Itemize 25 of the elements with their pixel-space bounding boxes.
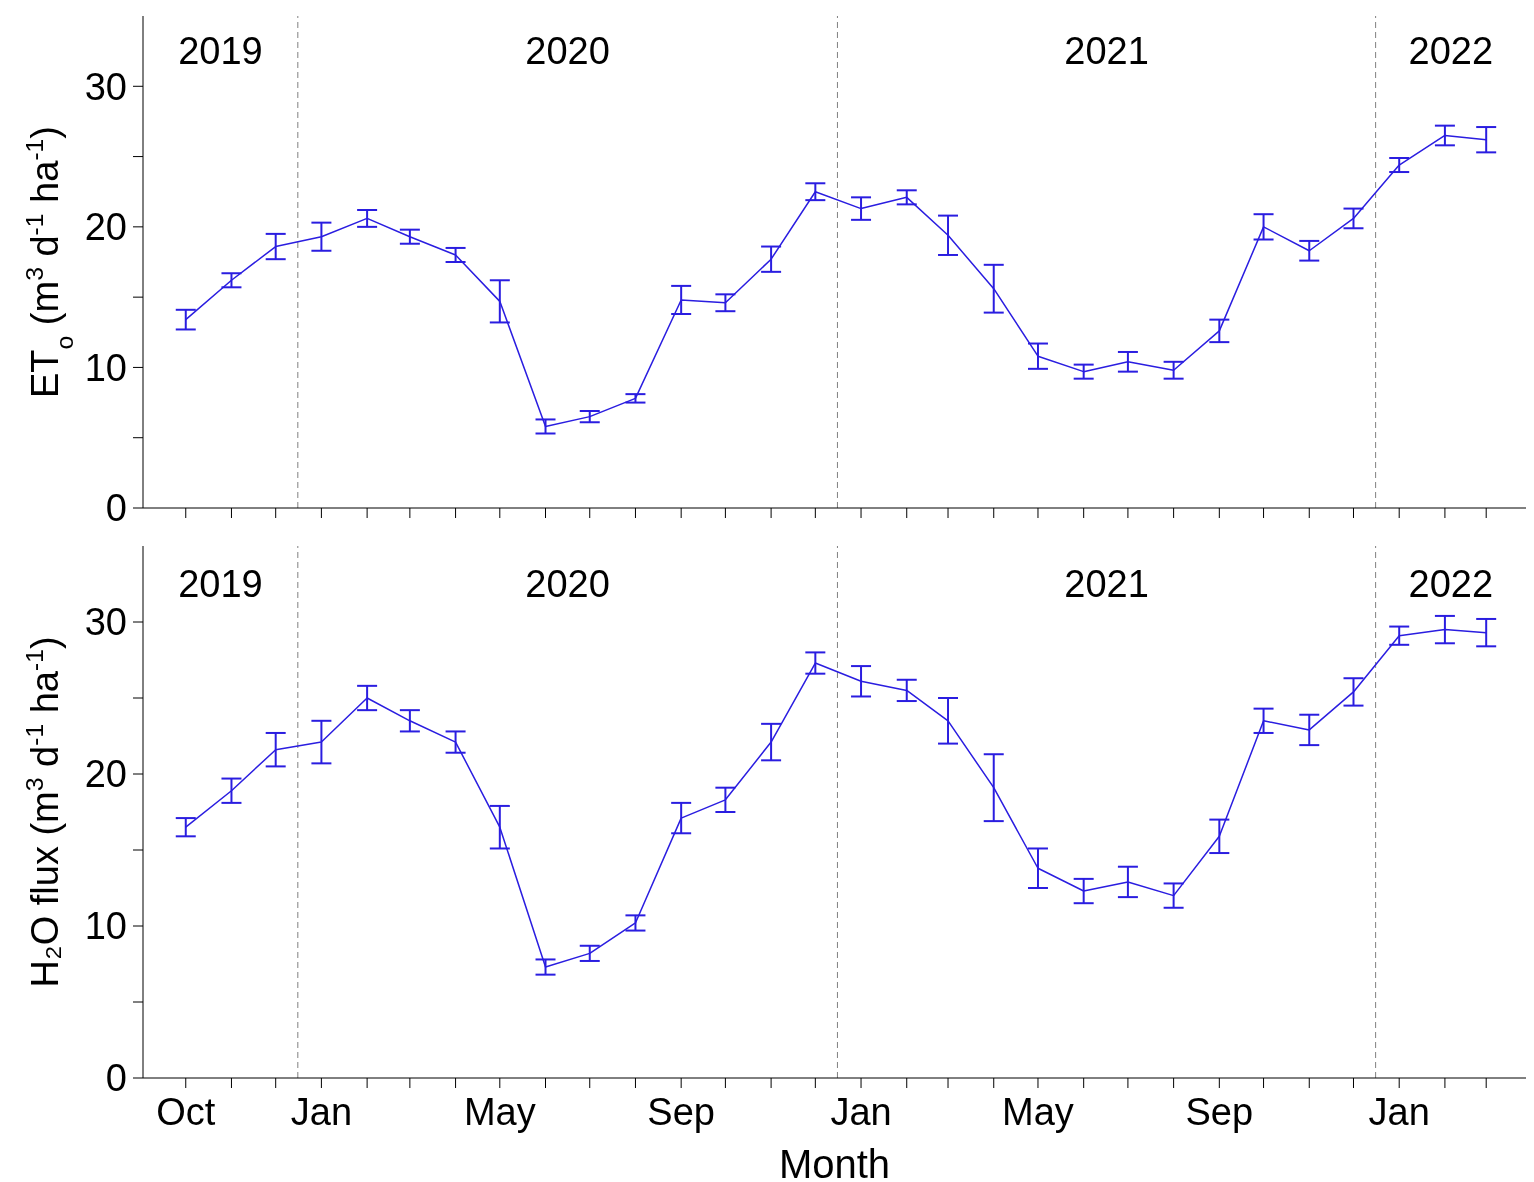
y-tick-label: 0 <box>105 1057 127 1100</box>
y-tick-label: 20 <box>84 753 127 796</box>
annotation: 2019 <box>178 29 263 72</box>
x-tick-label: Sep <box>647 1090 715 1133</box>
x-axis-title: Month <box>778 1142 891 1182</box>
annotation: 2019 <box>178 562 263 605</box>
x-tick-label: Sep <box>1185 1090 1254 1133</box>
y-tick-label: 10 <box>84 346 127 389</box>
x-tick-label: Oct <box>156 1090 216 1133</box>
annotation: 2020 <box>525 562 610 605</box>
annotation: 2021 <box>1064 29 1149 72</box>
x-tick-label: Jan <box>1368 1090 1430 1133</box>
annotation: 2021 <box>1064 562 1149 605</box>
y-tick-label: 20 <box>84 206 127 249</box>
x-tick-label: May <box>1002 1090 1074 1133</box>
x-tick-label: May <box>463 1090 536 1133</box>
x-tick-label: Jan <box>830 1090 892 1133</box>
y-tick-label: 0 <box>105 487 127 530</box>
x-tick-label: Jan <box>290 1090 353 1133</box>
annotation: 2020 <box>525 29 610 72</box>
annotation: 2022 <box>1408 562 1494 605</box>
y-tick-label: 10 <box>84 905 127 948</box>
y-tick-label: 30 <box>84 65 127 108</box>
y-tick-label: 30 <box>84 601 127 644</box>
annotation: 2022 <box>1408 29 1494 72</box>
